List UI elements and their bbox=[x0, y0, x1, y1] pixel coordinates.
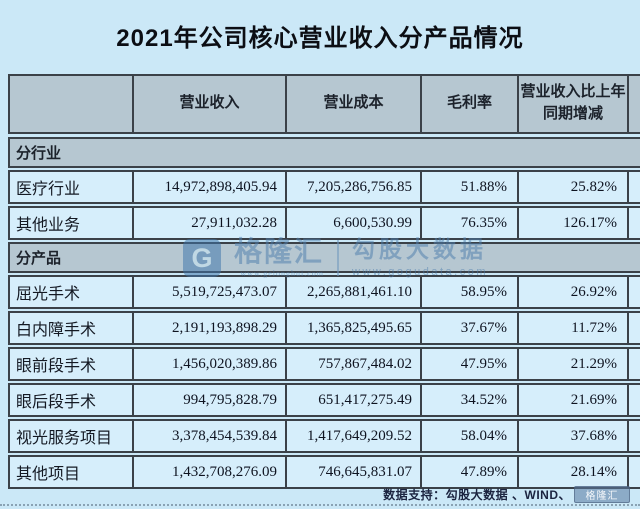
row-revenue: 3,378,454,539.84 bbox=[132, 421, 285, 451]
row-cost: 651,417,275.49 bbox=[285, 385, 420, 415]
row-margin: 51.88% bbox=[420, 172, 517, 202]
row-label: 眼后段手术 bbox=[16, 394, 97, 411]
section-industry: 分行业 bbox=[8, 137, 640, 168]
row-cutoff-cell bbox=[627, 277, 640, 307]
row-margin: 76.35% bbox=[420, 208, 517, 238]
row-margin: 34.52% bbox=[420, 385, 517, 415]
row-margin: 37.67% bbox=[420, 313, 517, 343]
section-product-label: 分产品 bbox=[16, 251, 62, 267]
row-cost: 746,645,831.07 bbox=[285, 457, 420, 487]
row-revenue: 5,519,725,473.07 bbox=[132, 277, 285, 307]
page-title: 2021年公司核心营业收入分产品情况 bbox=[116, 24, 524, 52]
data-support-text: 数据支持：勾股大数据 、WIND、 bbox=[383, 488, 571, 502]
header-revenue: 营业收入 bbox=[132, 76, 285, 132]
section-industry-label: 分行业 bbox=[16, 146, 62, 162]
table-row: 屈光手术 5,519,725,473.07 2,265,881,461.10 5… bbox=[8, 275, 640, 309]
row-margin: 47.89% bbox=[420, 457, 517, 487]
row-revenue: 1,432,708,276.09 bbox=[132, 457, 285, 487]
row-yoy: 11.72% bbox=[517, 313, 627, 343]
row-label: 眼前段手术 bbox=[16, 358, 97, 375]
footer: 数据支持：勾股大数据 、WIND、 格隆汇 bbox=[383, 486, 630, 503]
header-cost: 营业成本 bbox=[285, 76, 420, 132]
table-row: 医疗行业 14,972,898,405.94 7,205,286,756.85 … bbox=[8, 170, 640, 204]
row-label: 其他业务 bbox=[16, 217, 81, 234]
row-margin: 58.95% bbox=[420, 277, 517, 307]
table-row: 眼后段手术 994,795,828.79 651,417,275.49 34.5… bbox=[8, 383, 640, 417]
row-label: 其他项目 bbox=[16, 466, 81, 483]
row-cost: 2,265,881,461.10 bbox=[285, 277, 420, 307]
header-yoy: 营业收入比上年同期增减 bbox=[517, 76, 627, 132]
row-margin: 58.04% bbox=[420, 421, 517, 451]
table-row: 白内障手术 2,191,193,898.29 1,365,825,495.65 … bbox=[8, 311, 640, 345]
row-cutoff-cell bbox=[627, 457, 640, 487]
row-yoy: 126.17% bbox=[517, 208, 627, 238]
row-yoy: 21.69% bbox=[517, 385, 627, 415]
row-label: 视光服务项目 bbox=[16, 430, 113, 447]
row-revenue: 14,972,898,405.94 bbox=[132, 172, 285, 202]
row-label: 屈光手术 bbox=[16, 286, 81, 303]
row-yoy: 26.92% bbox=[517, 277, 627, 307]
revenue-table: 营业收入 营业成本 毛利率 营业收入比上年同期增减 分行业 医疗行业 14,97… bbox=[8, 74, 640, 491]
row-cost: 6,600,530.99 bbox=[285, 208, 420, 238]
row-cutoff-cell bbox=[627, 385, 640, 415]
section-product: 分产品 bbox=[8, 242, 640, 273]
row-label: 白内障手术 bbox=[16, 322, 97, 339]
table-row: 其他项目 1,432,708,276.09 746,645,831.07 47.… bbox=[8, 455, 640, 489]
row-label: 医疗行业 bbox=[16, 181, 81, 198]
bottom-dotted-divider bbox=[0, 504, 640, 506]
header-cutoff-column bbox=[627, 76, 640, 132]
row-yoy: 25.82% bbox=[517, 172, 627, 202]
table-header-row: 营业收入 营业成本 毛利率 营业收入比上年同期增减 bbox=[8, 74, 640, 134]
row-revenue: 1,456,020,389.86 bbox=[132, 349, 285, 379]
row-cutoff-cell bbox=[627, 313, 640, 343]
row-cost: 1,417,649,209.52 bbox=[285, 421, 420, 451]
row-cost: 757,867,484.02 bbox=[285, 349, 420, 379]
row-yoy: 37.68% bbox=[517, 421, 627, 451]
row-cutoff-cell bbox=[627, 421, 640, 451]
row-margin: 47.95% bbox=[420, 349, 517, 379]
row-yoy: 28.14% bbox=[517, 457, 627, 487]
table-row: 其他业务 27,911,032.28 6,600,530.99 76.35% 1… bbox=[8, 206, 640, 240]
row-cutoff-cell bbox=[627, 208, 640, 238]
table-row: 视光服务项目 3,378,454,539.84 1,417,649,209.52… bbox=[8, 419, 640, 453]
row-cutoff-cell bbox=[627, 172, 640, 202]
row-yoy: 21.29% bbox=[517, 349, 627, 379]
title-bar: 2021年公司核心营业收入分产品情况 bbox=[0, 0, 640, 70]
row-revenue: 994,795,828.79 bbox=[132, 385, 285, 415]
row-cost: 1,365,825,495.65 bbox=[285, 313, 420, 343]
header-blank bbox=[10, 76, 132, 132]
row-cutoff-cell bbox=[627, 349, 640, 379]
row-revenue: 2,191,193,898.29 bbox=[132, 313, 285, 343]
gelonghui-badge-icon: 格隆汇 bbox=[574, 486, 630, 503]
table-row: 眼前段手术 1,456,020,389.86 757,867,484.02 47… bbox=[8, 347, 640, 381]
header-margin: 毛利率 bbox=[420, 76, 517, 132]
row-revenue: 27,911,032.28 bbox=[132, 208, 285, 238]
row-cost: 7,205,286,756.85 bbox=[285, 172, 420, 202]
